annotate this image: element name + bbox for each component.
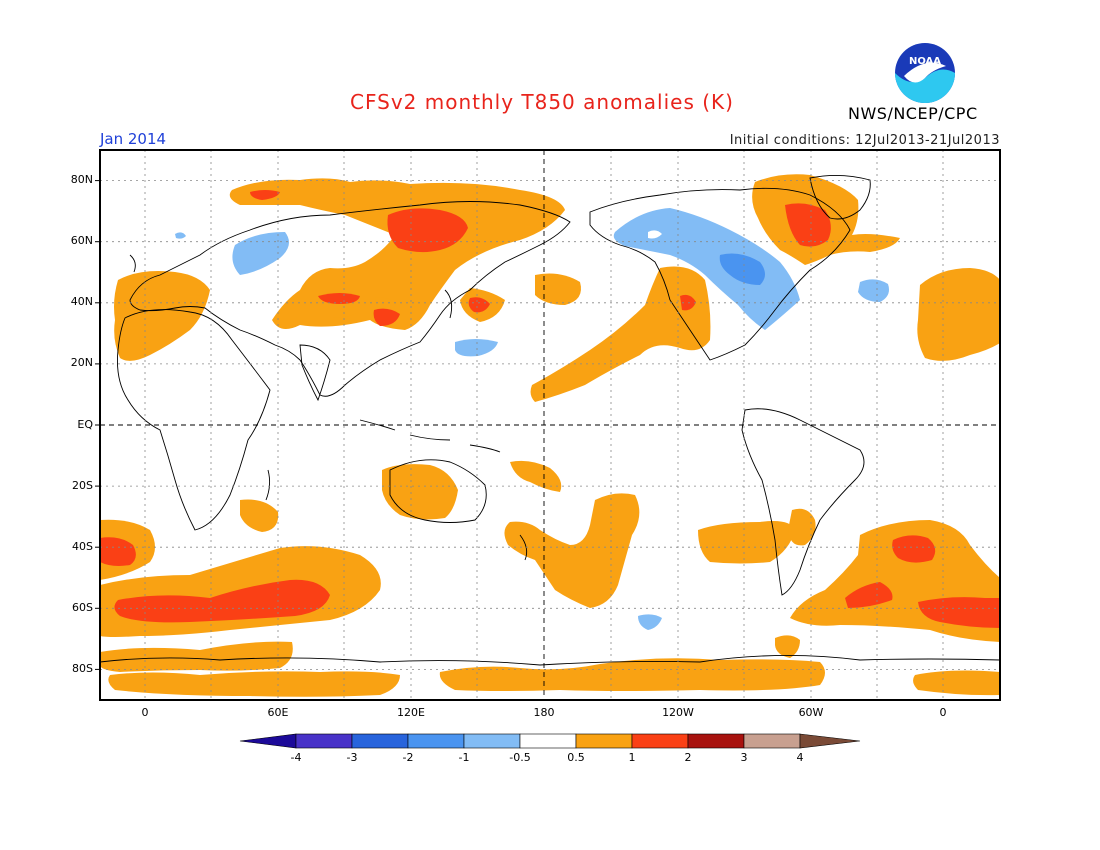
- colorbar: [239, 733, 861, 749]
- agency-label: NWS/NCEP/CPC: [848, 104, 978, 123]
- colorbar-label: 4: [796, 751, 804, 764]
- colorbar-label: 1: [628, 751, 636, 764]
- colorbar-label: 0.5: [567, 751, 585, 764]
- lon-label: 120E: [397, 706, 425, 719]
- lat-label: 20N: [70, 356, 93, 369]
- lon-label: 180: [533, 706, 555, 719]
- chart-title: CFSv2 monthly T850 anomalies (K): [350, 90, 734, 114]
- colorbar-label: -2: [402, 751, 414, 764]
- reference-lines: [100, 150, 1000, 700]
- colorbar-segment: [575, 733, 633, 749]
- colorbar-label: 2: [684, 751, 692, 764]
- colorbar-segment: [295, 733, 353, 749]
- colorbar-arrow-high: [799, 733, 861, 749]
- coastlines: [100, 175, 1000, 666]
- lat-label: 80S: [72, 662, 93, 675]
- lat-label: 80N: [70, 173, 93, 186]
- colorbar-segment: [463, 733, 521, 749]
- forecast-period: Jan 2014: [100, 130, 167, 148]
- anomaly-fields: [100, 174, 1000, 697]
- colorbar-label: -4: [290, 751, 302, 764]
- lat-label: 60N: [70, 234, 93, 247]
- lat-label: 40N: [70, 295, 93, 308]
- colorbar-label: -0.5: [509, 751, 531, 764]
- colorbar-label: -3: [346, 751, 358, 764]
- graticule: [100, 150, 1000, 700]
- lat-label: EQ: [77, 418, 93, 431]
- colorbar-label: 3: [740, 751, 748, 764]
- lon-label: 0: [141, 706, 149, 719]
- colorbar-arrow-low: [239, 733, 297, 749]
- lon-label: 0: [939, 706, 947, 719]
- noaa-logo-icon: NOAA: [895, 43, 955, 103]
- initial-conditions: Initial conditions: 12Jul2013-21Jul2013: [729, 133, 1000, 148]
- colorbar-label: -1: [458, 751, 470, 764]
- colorbar-segment: [351, 733, 409, 749]
- colorbar-segment: [519, 733, 577, 749]
- lon-label: 120W: [662, 706, 694, 719]
- lon-label: 60E: [267, 706, 289, 719]
- lon-label: 60W: [798, 706, 824, 719]
- colorbar-segment: [631, 733, 689, 749]
- lat-label: 60S: [72, 601, 93, 614]
- lat-label: 20S: [72, 479, 93, 492]
- colorbar-segment: [687, 733, 745, 749]
- lat-label: 40S: [72, 540, 93, 553]
- colorbar-segment: [407, 733, 465, 749]
- logo-text: NOAA: [909, 56, 941, 67]
- colorbar-segment: [743, 733, 801, 749]
